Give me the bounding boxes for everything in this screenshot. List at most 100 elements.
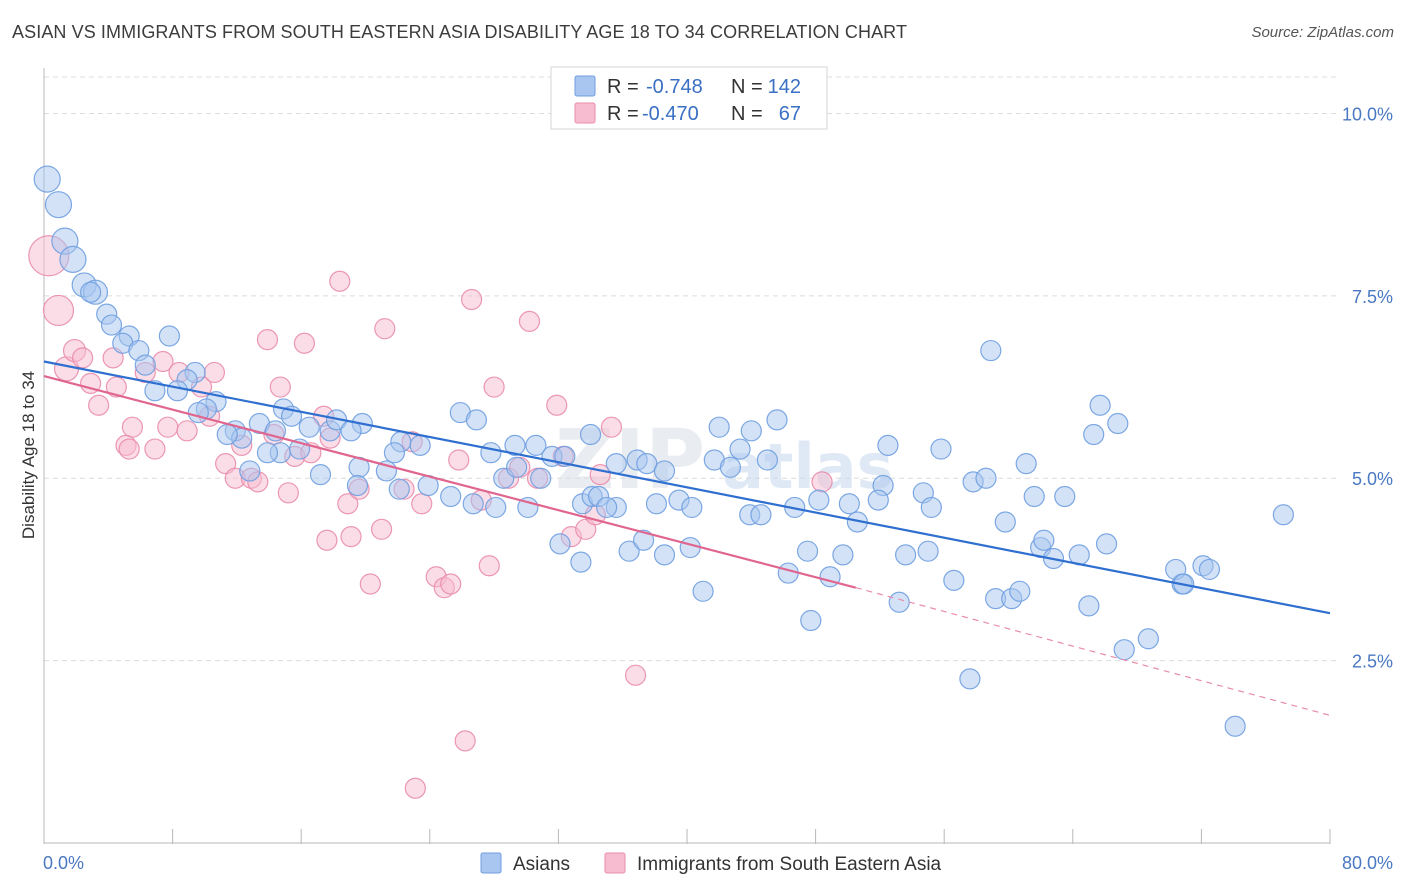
asians-point-120: [1009, 580, 1031, 602]
legend-r-label-immigrants: R =: [607, 103, 639, 125]
asians-point-35: [256, 442, 279, 464]
asians-point-80: [750, 504, 772, 526]
asians-point-56: [485, 496, 507, 519]
asians-point-132: [1198, 558, 1221, 581]
asians-point-49: [530, 467, 552, 489]
asians-point-126: [1095, 533, 1118, 555]
immigrants-point-41: [370, 518, 393, 540]
legend-n-value-immigrants: 67: [779, 103, 801, 125]
trend-lines: [43, 360, 1331, 716]
asians-point-36: [239, 460, 261, 482]
asians-point-47: [525, 434, 547, 457]
asians-point-128: [1137, 628, 1159, 650]
immigrants-point-48: [440, 573, 462, 595]
y-tick-label-3: 10.0%: [1342, 104, 1393, 124]
immigrants-point-59: [546, 394, 568, 416]
asians-point-87: [877, 434, 899, 457]
asians-point-100: [1107, 412, 1129, 435]
y-tick-label-0: 2.5%: [1352, 652, 1393, 672]
immigrants-point-20: [203, 361, 225, 384]
asians-point-104: [632, 529, 655, 551]
asians-point-13: [134, 354, 156, 376]
asians-point-69: [645, 493, 668, 515]
asians-point-102: [653, 544, 676, 566]
asians-point-3: [59, 245, 87, 273]
immigrants-point-62: [575, 518, 597, 540]
asians-point-0: [33, 165, 61, 193]
asians-point-77: [766, 409, 788, 431]
series-legend-label-asians: Asians: [513, 854, 570, 875]
immigrants-point-50: [454, 730, 476, 752]
x-tick-label-min: 0.0%: [43, 853, 84, 873]
asians-point-92: [975, 467, 997, 489]
legend-r-value-immigrants: -0.470: [642, 103, 699, 125]
asians-point-103: [679, 536, 701, 559]
immigrants-point-7: [102, 347, 124, 369]
asians-point-110: [832, 544, 854, 566]
legend-swatch-immigrants: [574, 102, 596, 124]
immigrants-point-8: [105, 376, 127, 398]
legend-n-label-asians: N =: [731, 76, 763, 98]
immigrants-point-1: [42, 294, 75, 327]
legend-n-label-immigrants: N =: [731, 103, 763, 125]
asians-point-115: [917, 540, 939, 562]
y-tick-labels: 2.5% 5.0% 7.5% 10.0%: [1342, 104, 1393, 671]
asians-point-44: [465, 409, 488, 431]
asians-point-101: [618, 540, 640, 562]
y-tick-label-2: 7.5%: [1352, 287, 1393, 307]
asians-point-86: [867, 489, 889, 511]
asians-point-8: [100, 314, 123, 336]
legend-n-value-asians: 142: [768, 76, 801, 98]
asians-point-41: [383, 442, 406, 464]
asians-point-59: [579, 423, 602, 446]
asians-point-76: [740, 420, 762, 442]
legend-swatch-asians: [574, 75, 596, 97]
immigrants-point-26: [256, 329, 279, 351]
legend-r-value-asians: -0.748: [646, 76, 703, 98]
watermark-atlas: atlas: [722, 430, 893, 503]
immigrants-point-68: [404, 777, 426, 799]
chart-title: ASIAN VS IMMIGRANTS FROM SOUTH EASTERN A…: [12, 22, 908, 42]
immigrants-point-53: [478, 555, 500, 577]
asians-point-51: [346, 474, 369, 497]
asians-point-50: [506, 456, 528, 478]
correlation-legend: R = -0.748 N = 142 R = -0.470 N = 67: [550, 66, 828, 130]
asians-point-55: [462, 493, 484, 515]
immigrants-point-38: [340, 525, 362, 548]
asians-point-78: [756, 449, 778, 471]
asians-point-63: [653, 460, 676, 482]
asians-point-16: [144, 380, 166, 402]
asians-point-20: [187, 401, 209, 424]
asians-point-114: [888, 591, 910, 613]
asians-point-60: [605, 453, 627, 475]
y-tick-label-1: 5.0%: [1352, 469, 1393, 489]
series-legend-label-immigrants: Immigrants from South Eastern Asia: [637, 854, 942, 875]
immigrants-point-45: [411, 493, 433, 515]
immigrants-point-13: [144, 438, 166, 460]
asians-point-1: [44, 191, 73, 219]
immigrants-point-6: [88, 394, 110, 416]
asians-point-89: [920, 496, 942, 519]
series-legend-swatch-asians: [480, 852, 502, 874]
series-immigrants-points: [28, 235, 833, 799]
asians-point-26: [216, 423, 238, 446]
asians-point-73: [729, 438, 751, 460]
asians-point-99: [1083, 423, 1105, 446]
axes: [43, 68, 1331, 844]
series-legend-swatch-immigrants: [604, 852, 626, 874]
immigrants-point-5: [80, 372, 102, 394]
immigrants-point-57: [518, 310, 541, 332]
asians-point-75: [708, 416, 730, 438]
asians-point-97: [1054, 485, 1076, 508]
immigrants-point-31: [293, 332, 316, 354]
grid-lines: [44, 76, 1340, 662]
immigrants-point-54: [483, 376, 505, 398]
asians-point-11: [158, 325, 180, 347]
asians-point-95: [1015, 453, 1037, 475]
immigrants-trend-line: [43, 375, 857, 589]
legend-box: [550, 66, 828, 130]
immigrants-point-17: [176, 420, 198, 442]
asians-point-134: [1224, 715, 1246, 737]
asians-point-105: [549, 533, 571, 555]
asians-point-83: [838, 493, 860, 515]
